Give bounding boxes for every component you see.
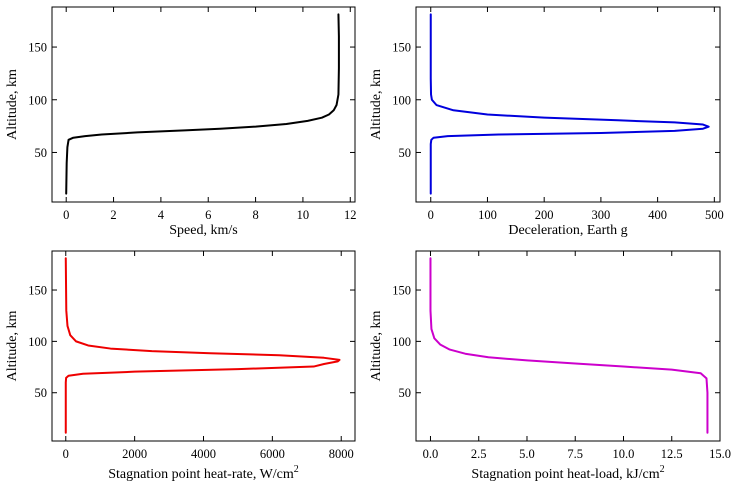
y-tick-label: 100 xyxy=(392,93,411,107)
y-tick-label: 50 xyxy=(399,386,412,400)
y-tick-label: 150 xyxy=(392,41,411,55)
plot-frame xyxy=(415,6,721,203)
x-axis-label-text: Speed, km/s xyxy=(169,223,237,238)
x-tick-label: 12 xyxy=(344,208,357,222)
plot-frame xyxy=(415,250,721,442)
x-tick-label: 0 xyxy=(428,208,434,222)
series-line-1 xyxy=(65,13,340,195)
y-tick-label: 50 xyxy=(35,146,48,160)
x-tick-label: 6000 xyxy=(260,447,285,461)
y-tick-label: 100 xyxy=(28,93,47,107)
x-tick-label: 4 xyxy=(158,208,165,222)
x-axis-label: Stagnation point heat-load, kJ/cm2 xyxy=(471,464,664,482)
y-tick-label: 50 xyxy=(399,146,412,160)
x-tick-label: 15.0 xyxy=(709,447,731,461)
y-axis-label: Altitude, km xyxy=(369,69,384,140)
x-tick-label: 400 xyxy=(648,208,667,222)
x-axis-label-superscript: 2 xyxy=(294,464,299,475)
x-tick-label: 0 xyxy=(63,447,69,461)
x-axis-label: Stagnation point heat-rate, W/cm2 xyxy=(108,464,299,482)
y-tick-label: 150 xyxy=(28,284,47,298)
y-tick-label: 100 xyxy=(392,335,411,349)
x-tick-label: 10.0 xyxy=(613,447,635,461)
series-line-1 xyxy=(64,257,341,434)
x-axis-label-text: Deceleration, Earth g xyxy=(508,223,627,238)
x-tick-label: 5.0 xyxy=(519,447,535,461)
x-tick-label: 10 xyxy=(297,208,310,222)
x-tick-label: 100 xyxy=(478,208,497,222)
x-axis-label-text: Stagnation point heat-rate, W/cm xyxy=(108,467,294,482)
x-tick-label: 2.5 xyxy=(471,447,487,461)
x-tick-label: 2 xyxy=(110,208,116,222)
subplot-3: 0 2000 4000 6000 8000 50 100 150 Stagnation poin… xyxy=(5,250,356,482)
x-tick-label: 500 xyxy=(705,208,724,222)
x-tick-label: 4000 xyxy=(191,447,216,461)
x-tick-label: 6 xyxy=(205,208,211,222)
y-tick-label: 50 xyxy=(35,386,48,400)
y-axis-label: Altitude, km xyxy=(5,69,20,140)
series-line-1 xyxy=(429,257,709,434)
y-tick-label: 100 xyxy=(28,335,47,349)
x-tick-label: 0 xyxy=(63,208,69,222)
y-axis-label: Altitude, km xyxy=(369,311,384,382)
x-axis-label: Speed, km/s xyxy=(169,223,237,238)
x-tick-label: 7.5 xyxy=(567,447,583,461)
x-tick-label: 8 xyxy=(252,208,258,222)
x-tick-label: 8000 xyxy=(329,447,354,461)
subplot-2: 0 100 200 300 400 500 50 100 150 Deceleration, Ea… xyxy=(369,6,724,238)
y-tick-label: 150 xyxy=(28,41,47,55)
x-axis-label-superscript: 2 xyxy=(660,464,665,475)
x-tick-label: 12.5 xyxy=(661,447,683,461)
x-tick-label: 300 xyxy=(592,208,611,222)
x-tick-label: 200 xyxy=(535,208,554,222)
x-axis-label-text: Stagnation point heat-load, kJ/cm xyxy=(471,467,659,482)
series-line-1 xyxy=(429,13,710,195)
x-tick-label: 0.0 xyxy=(423,447,439,461)
x-axis-label: Deceleration, Earth g xyxy=(508,223,627,238)
y-tick-label: 150 xyxy=(392,284,411,298)
plot-frame xyxy=(51,6,356,203)
subplot-1: 0 2 4 6 8 10 12 50 100 150 Speed, km/s Altitude, km xyxy=(5,6,357,238)
subplot-4: 0.0 2.5 5.0 7.5 10.0 12.5 15.0 50 100 150 Stagnati… xyxy=(369,250,731,482)
x-tick-label: 2000 xyxy=(122,447,147,461)
y-axis-label: Altitude, km xyxy=(5,311,20,382)
